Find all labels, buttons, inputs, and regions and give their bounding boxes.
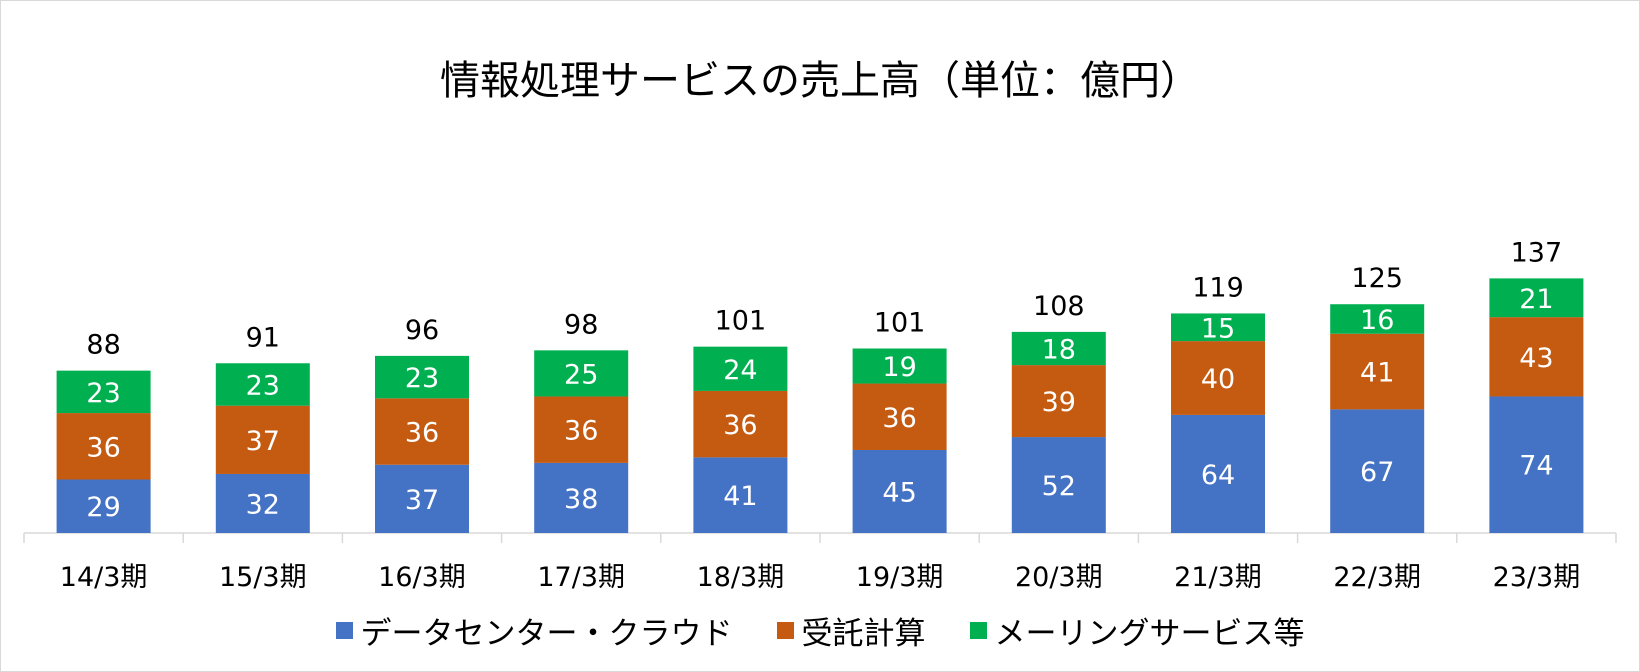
total-label: 96 [405, 315, 439, 346]
data-label: 37 [246, 426, 280, 457]
data-label: 29 [86, 492, 120, 523]
chart-title: 情報処理サービスの売上高（単位：億円） [440, 58, 1200, 104]
data-label: 16 [1360, 305, 1394, 336]
data-label: 18 [1042, 335, 1076, 366]
x-tick-label: 15/3期 [219, 562, 307, 593]
x-tick-label: 22/3期 [1333, 562, 1421, 593]
data-label: 64 [1201, 460, 1235, 491]
data-label: 36 [86, 432, 120, 463]
x-tick-label: 17/3期 [537, 562, 625, 593]
data-label: 38 [564, 484, 598, 515]
x-tick-label: 20/3期 [1015, 562, 1103, 593]
total-label: 108 [1033, 291, 1085, 322]
legend-label-mailing: メーリングサービス等 [994, 616, 1305, 652]
total-label: 119 [1192, 272, 1244, 303]
bar-segment-1 [1011, 437, 1106, 533]
data-label: 74 [1519, 451, 1553, 482]
bar-segment-1 [1489, 396, 1584, 533]
chart-plot: 29 36 23 88 14/3期 32 37 23 91 15/3期 37 36 23 96 16/3期 3… [23, 237, 1617, 593]
bar-segment-1 [1171, 414, 1265, 533]
bar-segment-1 [1330, 409, 1425, 533]
bar-segment-2 [1011, 365, 1106, 438]
bar-segment-2 [375, 398, 469, 465]
x-tick-label: 19/3期 [856, 562, 944, 593]
legend-label-jutaku: 受託計算 [801, 616, 926, 652]
data-label: 32 [246, 489, 280, 520]
total-label: 137 [1511, 237, 1563, 268]
bar-segment-2 [215, 405, 310, 474]
legend-item-datacenter: データセンター・クラウド [335, 608, 733, 653]
bar-segment-1 [852, 449, 947, 533]
bar-segment-1 [534, 462, 629, 533]
data-label: 19 [882, 352, 916, 383]
data-label: 41 [1360, 358, 1394, 389]
bar-segment-1 [693, 457, 788, 533]
bar-segment-3 [375, 355, 469, 399]
legend-swatch-datacenter [335, 622, 353, 639]
data-label: 36 [723, 410, 757, 441]
bar-segment-3 [1330, 304, 1425, 334]
bar-segment-3 [693, 346, 788, 391]
legend-swatch-mailing [969, 622, 987, 639]
bar-segment-1 [56, 479, 151, 533]
data-label: 37 [405, 485, 439, 516]
data-label: 52 [1042, 471, 1076, 502]
total-label: 98 [564, 309, 598, 340]
legend-item-mailing: メーリングサービス等 [969, 608, 1305, 653]
legend-label-datacenter: データセンター・クラウド [360, 616, 733, 652]
chart-legend: データセンター・クラウド 受託計算 メーリングサービス等 [0, 608, 1640, 653]
data-label: 24 [723, 355, 757, 386]
bar-segment-1 [375, 464, 469, 533]
x-tick-label: 14/3期 [60, 562, 148, 593]
bar-segment-2 [852, 383, 947, 450]
data-label: 36 [405, 418, 439, 449]
data-label: 21 [1519, 284, 1553, 315]
bar-segment-2 [1330, 333, 1425, 410]
x-tick-label: 18/3期 [697, 562, 785, 593]
bar-segment-3 [1011, 331, 1106, 366]
bar-segment-3 [1489, 278, 1584, 318]
bar-segment-2 [534, 396, 629, 463]
bar-segment-2 [1171, 341, 1265, 415]
data-label: 36 [564, 416, 598, 447]
total-label: 101 [874, 308, 926, 339]
bar-segment-2 [1489, 317, 1584, 397]
bar-segment-3 [852, 348, 947, 384]
total-label: 88 [86, 330, 120, 361]
data-label: 67 [1360, 457, 1394, 488]
total-label: 125 [1351, 263, 1403, 294]
data-label: 23 [246, 370, 280, 401]
data-label: 39 [1042, 387, 1076, 418]
data-label: 25 [564, 359, 598, 390]
bar-segment-2 [693, 390, 788, 458]
x-tick-label: 16/3期 [378, 562, 466, 593]
bar-segment-3 [215, 363, 310, 406]
bar-segment-1 [215, 473, 310, 533]
legend-item-jutaku: 受託計算 [776, 608, 926, 653]
data-label: 45 [882, 477, 916, 508]
bar-segment-3 [56, 370, 151, 414]
data-label: 40 [1201, 364, 1235, 395]
data-label: 41 [723, 481, 757, 512]
bar-segment-3 [1171, 313, 1265, 342]
legend-swatch-jutaku [776, 622, 794, 639]
bar-segment-3 [534, 350, 629, 397]
total-label: 91 [246, 322, 280, 353]
x-tick-label: 23/3期 [1493, 562, 1581, 593]
data-label: 23 [86, 378, 120, 409]
data-label: 43 [1519, 343, 1553, 374]
total-label: 101 [715, 306, 767, 337]
data-label: 36 [882, 403, 916, 434]
data-label: 23 [405, 363, 439, 394]
data-label: 15 [1201, 313, 1235, 344]
bar-segment-2 [56, 413, 151, 480]
x-tick-label: 21/3期 [1174, 562, 1262, 593]
